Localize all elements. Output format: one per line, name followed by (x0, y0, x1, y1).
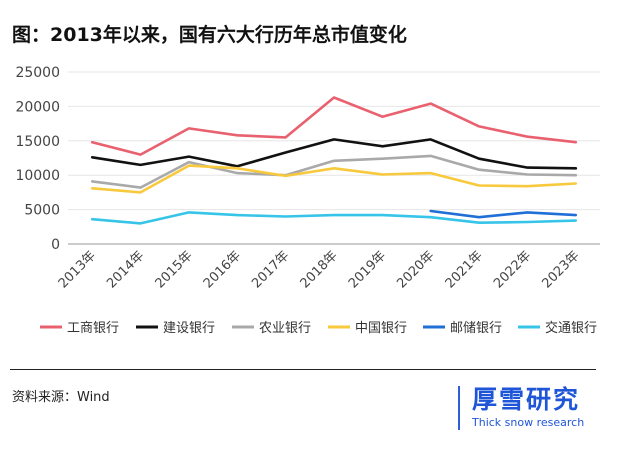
legend-label: 工商银行 (67, 321, 119, 336)
y-tick-label: 10000 (15, 168, 60, 184)
line-chart: 0 5000 10000 15000 20000 25000 2013年 2014年 2015年… (15, 65, 600, 336)
x-tick-label: 2018年 (298, 248, 341, 291)
series-line-交通银行 (90, 211, 578, 225)
x-tick-label: 2019年 (346, 248, 389, 291)
x-tick-label: 2022年 (491, 248, 534, 291)
brand-subtitle: Thick snow research (472, 416, 585, 429)
x-tick-label: 2020年 (394, 248, 437, 291)
legend-label: 农业银行 (259, 321, 311, 336)
source-note: 资料来源：Wind (12, 390, 110, 405)
legend-label: 建设银行 (163, 321, 215, 336)
legend-label: 邮储银行 (450, 321, 502, 336)
divider (10, 369, 596, 370)
x-tick-label: 2023年 (539, 248, 582, 291)
y-tick-label: 0 (51, 237, 60, 253)
y-tick-label: 25000 (15, 65, 60, 81)
brand-name: 厚雪研究 (472, 385, 581, 414)
series-line-工商银行 (90, 96, 578, 156)
chart-title: 图：2013年以来，国有六大行历年总市值变化 (12, 24, 407, 46)
y-tick-label: 15000 (15, 134, 60, 150)
x-tick-label: 2013年 (56, 248, 99, 291)
y-tick-label: 20000 (15, 99, 60, 115)
series-line-中国银行 (90, 164, 578, 194)
brand-bar (458, 386, 460, 430)
series-line-农业银行 (90, 154, 578, 189)
series-line-建设银行 (90, 138, 578, 170)
x-tick-label: 2014年 (104, 248, 147, 291)
legend-label: 交通银行 (545, 320, 597, 336)
x-tick-label: 2017年 (249, 248, 292, 291)
legend-label: 中国银行 (355, 321, 407, 336)
x-tick-label: 2015年 (153, 248, 196, 291)
series-line-邮储银行 (429, 209, 578, 219)
x-tick-label: 2021年 (443, 248, 486, 291)
y-tick-label: 5000 (24, 203, 60, 219)
x-tick-label: 2016年 (201, 248, 244, 291)
